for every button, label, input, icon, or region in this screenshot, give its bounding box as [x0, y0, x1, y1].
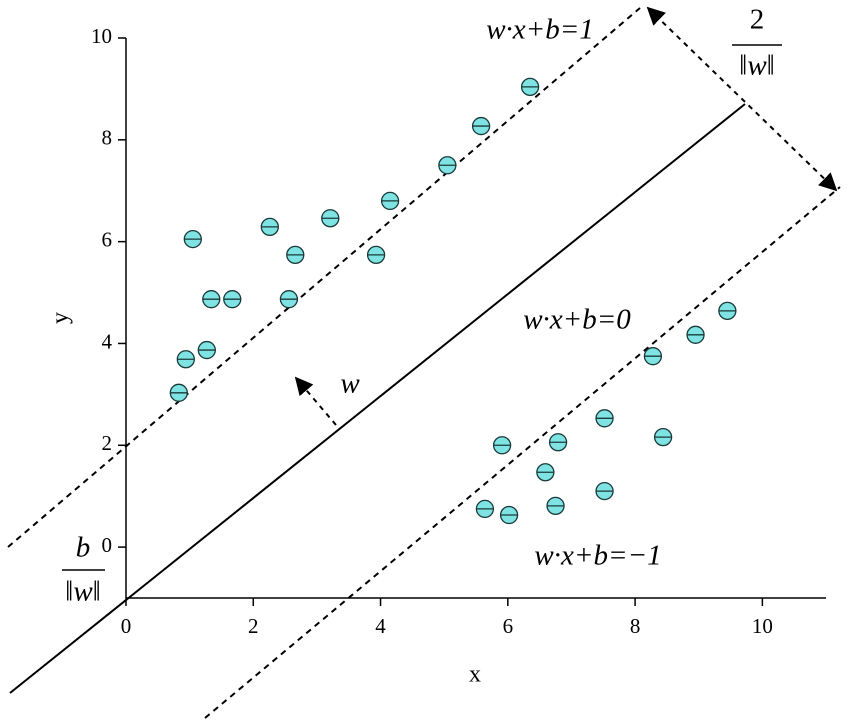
margin-arrow — [646, 6, 838, 192]
annotation: 2 — [750, 4, 765, 36]
normal-arrow — [294, 376, 337, 426]
hyperplane — [9, 103, 746, 694]
y-tick-label: 8 — [102, 126, 113, 150]
x-tick-label: 10 — [752, 614, 773, 638]
annotation: w·x+b=0 — [523, 304, 631, 336]
x-tick-label: 4 — [375, 614, 386, 638]
axis-label-y: y — [48, 312, 74, 324]
y-tick-label: 6 — [102, 227, 113, 251]
x-tick-label: 2 — [248, 614, 259, 638]
x-tick-label: 6 — [503, 614, 514, 638]
annotation: w — [340, 368, 360, 400]
y-tick-label: 0 — [102, 533, 113, 557]
axis-label-x: x — [469, 662, 481, 688]
margin-line-lower — [204, 186, 841, 719]
annotation: w·x+b=1 — [486, 14, 594, 46]
x-tick-label: 8 — [630, 614, 641, 638]
y-tick-label: 2 — [102, 431, 113, 455]
annotation: ‖w‖ — [739, 50, 775, 82]
y-tick-label: 10 — [91, 24, 112, 48]
annotation: w·x+b=−1 — [534, 540, 661, 572]
annotation: b — [76, 532, 91, 564]
x-tick-label: 0 — [121, 614, 132, 638]
y-tick-label: 4 — [102, 329, 113, 353]
annotation: ‖w‖ — [65, 576, 101, 608]
